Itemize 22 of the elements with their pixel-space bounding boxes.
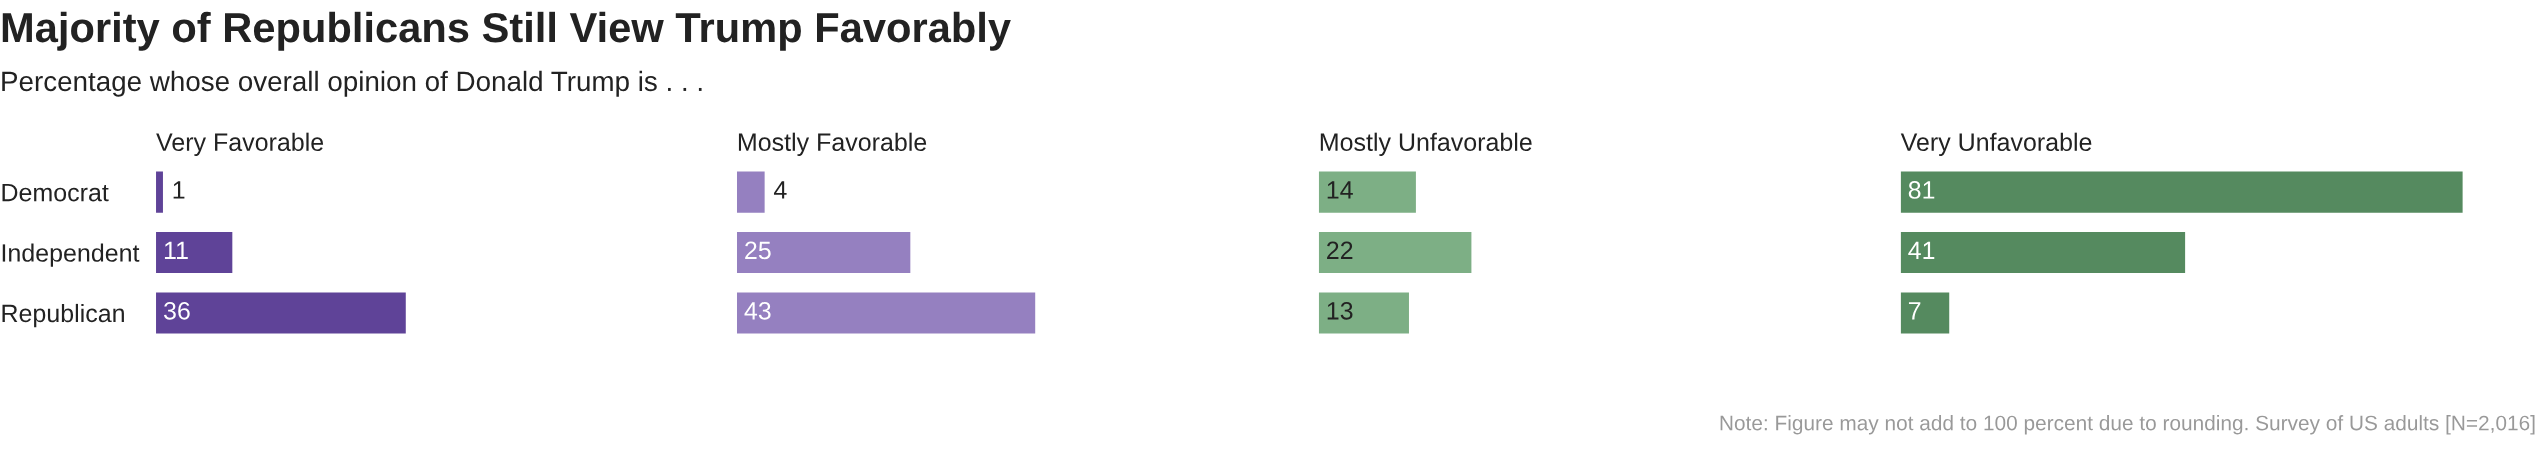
data-label: 41 bbox=[1908, 241, 1935, 259]
y-tick-label: Democrat bbox=[2, 183, 109, 202]
y-tick-label: Independent bbox=[2, 243, 140, 267]
data-label: 11 bbox=[164, 241, 188, 259]
chart-title: Very Unfavorable bbox=[1900, 132, 2092, 156]
chart-title: Very Favorable bbox=[156, 132, 324, 156]
data-label: 7 bbox=[1908, 302, 1921, 320]
chart-title: Mostly Favorable bbox=[738, 132, 927, 156]
data-label: 25 bbox=[745, 241, 771, 260]
text: Note: Figure may not add to 100 percent due to rounding. Survey of US adults [N=2,016] bbox=[1720, 415, 2535, 435]
data-label: 36 bbox=[163, 301, 190, 320]
text: Majority of Republicans Still View Trump Favorably bbox=[2, 11, 1011, 51]
data-label: 43 bbox=[744, 301, 771, 320]
text: Percentage whose overall opinion of Donald Trump is . . . bbox=[2, 70, 702, 97]
data-label: 14 bbox=[1327, 181, 1353, 199]
data-label: 22 bbox=[1327, 241, 1353, 259]
data-label: 1 bbox=[173, 181, 185, 199]
data-label: 4 bbox=[773, 181, 787, 199]
data-label: 81 bbox=[1908, 181, 1935, 199]
y-tick-label: Republican bbox=[2, 303, 124, 328]
data-label: 13 bbox=[1327, 301, 1353, 320]
chart-title: Mostly Unfavorable bbox=[1320, 132, 1532, 156]
